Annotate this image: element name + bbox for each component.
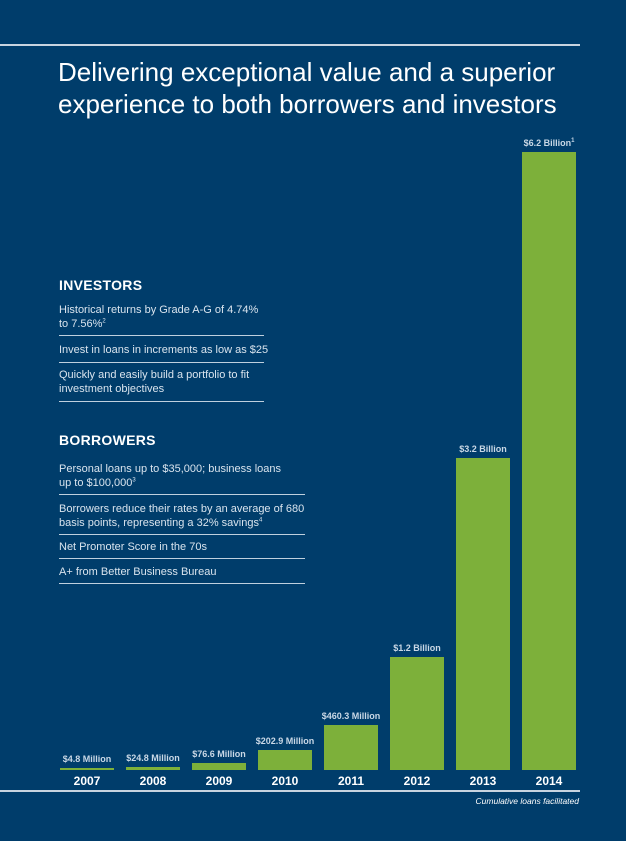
data-label-2013: $3.2 Billion bbox=[459, 444, 507, 454]
bar-2010 bbox=[258, 750, 312, 770]
data-label-2011: $460.3 Million bbox=[322, 711, 381, 721]
borrowers-item-loans: Personal loans up to $35,000; business l… bbox=[59, 462, 294, 490]
divider bbox=[59, 494, 305, 495]
investors-item-increments: Invest in loans in increments as low as … bbox=[59, 343, 274, 357]
x-tick-2012: 2012 bbox=[404, 774, 431, 788]
data-label-2010: $202.9 Million bbox=[256, 736, 315, 746]
divider bbox=[59, 583, 305, 584]
investors-item-text: Invest in loans in increments as low as … bbox=[59, 344, 269, 356]
borrowers-item-bbb: A+ from Better Business Bureau bbox=[59, 565, 305, 579]
data-label-2012: $1.2 Billion bbox=[393, 643, 441, 653]
chart-caption: Cumulative loans facilitated bbox=[475, 796, 579, 806]
x-tick-2007: 2007 bbox=[74, 774, 101, 788]
bar-2011 bbox=[324, 725, 378, 770]
footnote-marker: 1 bbox=[571, 138, 575, 144]
footnote-marker: 2 bbox=[102, 318, 106, 325]
borrowers-item-nps: Net Promoter Score in the 70s bbox=[59, 540, 305, 554]
borrowers-item-text: Borrowers reduce their rates by an avera… bbox=[59, 503, 305, 529]
divider bbox=[59, 558, 305, 559]
investors-item-returns: Historical returns by Grade A-G of 4.74%… bbox=[59, 303, 259, 331]
borrowers-item-text: Net Promoter Score in the 70s bbox=[59, 541, 207, 553]
investors-item-text: Quickly and easily build a portfolio to … bbox=[59, 369, 250, 395]
investors-heading: INVESTORS bbox=[59, 277, 143, 293]
data-label-2007: $4.8 Million bbox=[63, 754, 112, 764]
borrowers-item-text: Personal loans up to $35,000; business l… bbox=[59, 463, 281, 489]
page-title: Delivering exceptional value and a super… bbox=[58, 57, 557, 119]
borrowers-heading: BORROWERS bbox=[59, 432, 156, 448]
bar-2007 bbox=[60, 768, 114, 770]
divider bbox=[59, 362, 264, 363]
x-tick-2014: 2014 bbox=[536, 774, 563, 788]
bar-2012 bbox=[390, 657, 444, 770]
bar-2013 bbox=[456, 458, 510, 770]
data-label-2009: $76.6 Million bbox=[192, 749, 246, 759]
divider bbox=[59, 335, 264, 336]
top-rule bbox=[0, 44, 580, 46]
investors-item-text: Historical returns by Grade A-G of 4.74%… bbox=[59, 304, 259, 330]
divider bbox=[59, 534, 305, 535]
borrowers-item-text: A+ from Better Business Bureau bbox=[59, 566, 217, 578]
bar-2008 bbox=[126, 767, 180, 770]
data-label-2008: $24.8 Million bbox=[126, 753, 180, 763]
bar-2014 bbox=[522, 152, 576, 770]
x-tick-2013: 2013 bbox=[470, 774, 497, 788]
data-label-2014: $6.2 Billion1 bbox=[524, 138, 576, 148]
footnote-marker: 3 bbox=[132, 477, 136, 484]
x-tick-2008: 2008 bbox=[140, 774, 167, 788]
borrowers-item-rates: Borrowers reduce their rates by an avera… bbox=[59, 502, 305, 530]
x-tick-2009: 2009 bbox=[206, 774, 233, 788]
footnote-marker: 4 bbox=[258, 517, 263, 524]
divider bbox=[59, 401, 264, 402]
baseline-rule bbox=[0, 790, 580, 792]
x-tick-2010: 2010 bbox=[272, 774, 299, 788]
investors-item-portfolio: Quickly and easily build a portfolio to … bbox=[59, 368, 274, 396]
x-tick-2011: 2011 bbox=[338, 774, 364, 788]
bar-2009 bbox=[192, 763, 246, 770]
